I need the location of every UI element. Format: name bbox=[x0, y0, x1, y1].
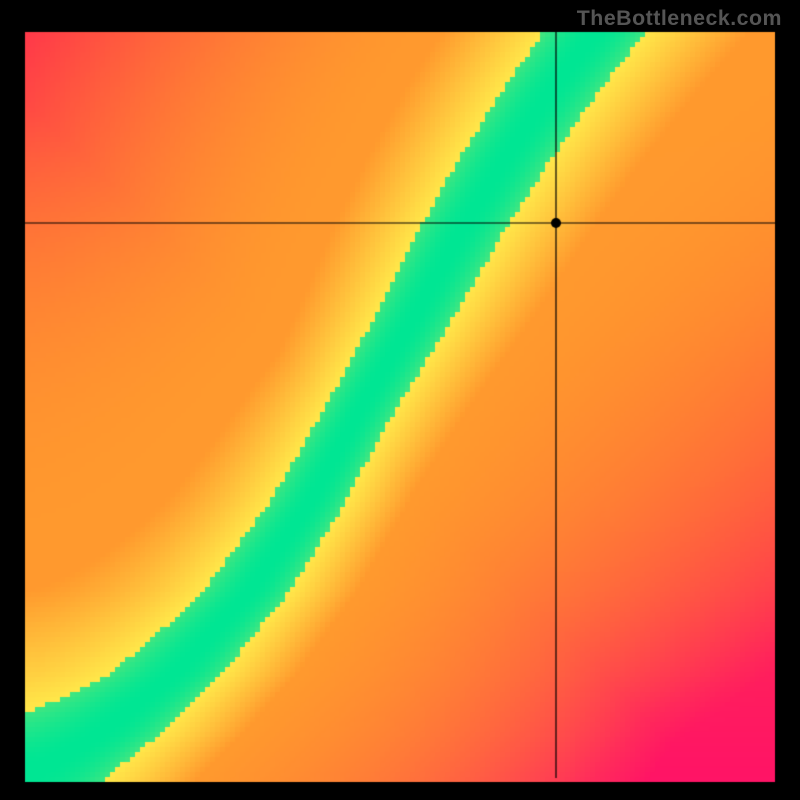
bottleneck-heatmap bbox=[0, 0, 800, 800]
watermark-label: TheBottleneck.com bbox=[577, 6, 782, 31]
